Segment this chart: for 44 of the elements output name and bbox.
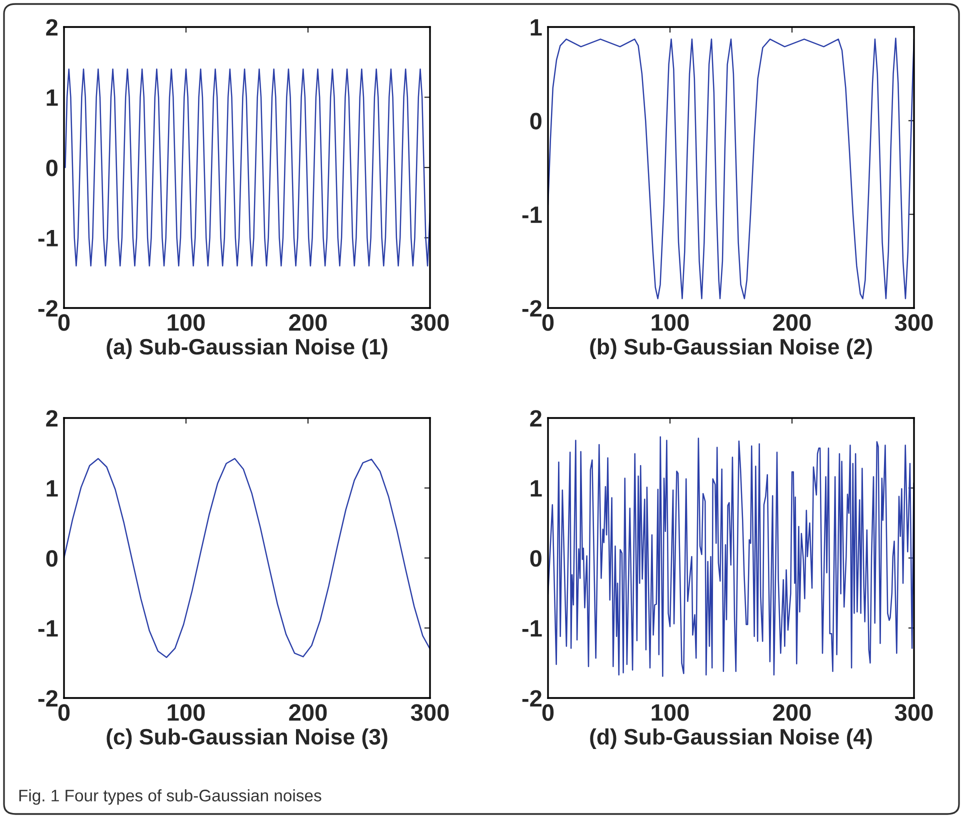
x-tick-label: 0	[542, 704, 554, 721]
x-tick-label: 200	[773, 314, 811, 331]
x-tick-label: 300	[894, 314, 933, 331]
y-tick-label: 0	[46, 160, 58, 176]
y-tick-label: 1	[530, 19, 542, 36]
y-tick-label: 0	[530, 112, 542, 130]
caption: Fig. 1 Four types of sub-Gaussian noises	[19, 789, 322, 805]
x-tick-label: 200	[289, 704, 327, 721]
x-tick-label: 0	[58, 704, 70, 721]
y-tick-label: -1	[38, 230, 58, 246]
x-axis-title: (d) Sub-Gaussian Noise (4)	[590, 728, 872, 750]
y-tick-label: 2	[46, 19, 58, 36]
x-tick-label: 100	[168, 704, 205, 721]
x-tick-label: 0	[58, 314, 70, 331]
x-tick-label: 100	[652, 314, 689, 331]
y-tick-label: -1	[38, 620, 58, 637]
line-series	[64, 68, 430, 266]
x-axis-title: (c) Sub-Gaussian Noise (3)	[106, 728, 388, 750]
y-tick-label: 1	[46, 480, 58, 497]
x-tick-label: 0	[542, 314, 554, 331]
y-tick-label: 1	[46, 90, 58, 106]
y-tick-label: 0	[530, 550, 542, 567]
y-tick-label: 2	[530, 410, 542, 427]
y-tick-label: 1	[530, 480, 542, 497]
y-tick-label: -2	[38, 300, 58, 317]
x-axis-title: (b) Sub-Gaussian Noise (2)	[590, 338, 872, 360]
line-series	[548, 436, 914, 677]
x-tick-label: 100	[652, 704, 689, 721]
y-tick-label: -1	[522, 620, 542, 637]
x-axis-title: (a) Sub-Gaussian Noise (1)	[106, 338, 388, 360]
x-tick-label: 200	[773, 704, 811, 721]
y-tick-label: -2	[38, 690, 58, 707]
y-tick-label: -1	[522, 206, 542, 223]
x-tick-label: 300	[410, 314, 449, 331]
line-series	[64, 458, 430, 658]
x-tick-label: 300	[894, 704, 933, 721]
line-series	[548, 38, 914, 300]
x-tick-label: 300	[410, 704, 449, 721]
y-tick-label: 2	[46, 410, 58, 427]
x-tick-label: 200	[289, 314, 327, 331]
y-tick-label: 0	[46, 550, 58, 567]
y-tick-label: -2	[522, 300, 542, 317]
x-tick-label: 100	[168, 314, 205, 331]
y-tick-label: -2	[522, 690, 542, 707]
